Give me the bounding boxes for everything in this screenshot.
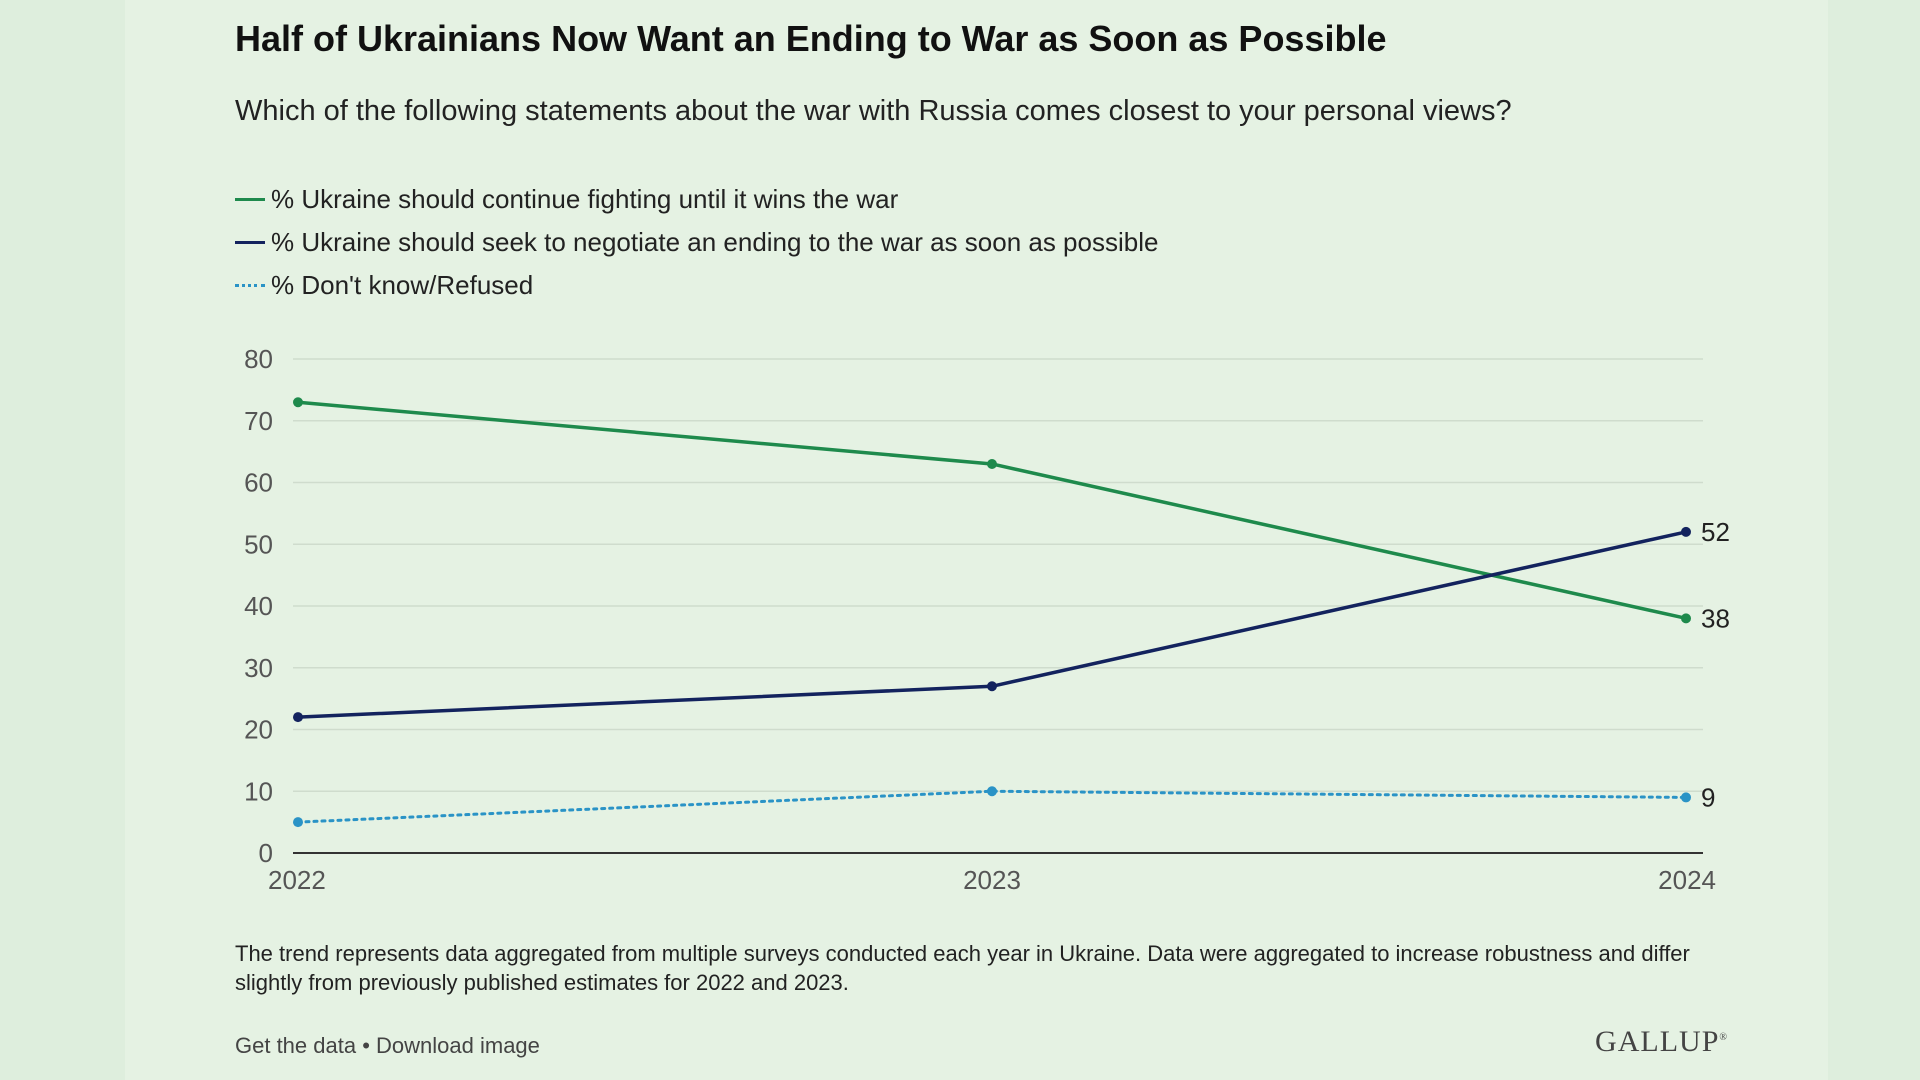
legend-label-negotiate: % Ukraine should seek to negotiate an en… [271,227,1159,257]
x-tick-label-2022: 2022 [268,865,326,895]
legend-swatch-fight [235,198,265,201]
data-point-negotiate-2023 [987,681,997,692]
line-chart: 0 10 20 30 40 50 60 70 80 2022 2023 2024 38 52 9 [244,344,1730,895]
data-point-negotiate-2024 [1681,526,1691,537]
data-point-dontknow-2022 [293,817,303,828]
y-tick-label-70: 70 [244,406,273,436]
get-data-link[interactable]: Get the data [235,1033,357,1058]
data-point-fight-2024 [1681,613,1691,624]
data-point-negotiate-2022 [293,712,303,723]
legend-label-dontknow: % Don't know/Refused [271,270,534,300]
end-label-fight: 38 [1701,603,1730,633]
chart-card: Half of Ukrainians Now Want an Ending to… [125,0,1828,1080]
y-tick-label-50: 50 [244,529,273,559]
chart-title: Half of Ukrainians Now Want an Ending to… [235,18,1387,59]
y-tick-label-20: 20 [244,715,273,745]
legend-label-fight: % Ukraine should continue fighting until… [271,184,899,214]
y-tick-label-80: 80 [244,344,273,374]
y-tick-label-40: 40 [244,591,273,621]
data-point-fight-2023 [987,458,997,469]
x-tick-label-2024: 2024 [1658,865,1716,895]
y-tick-label-10: 10 [244,776,273,806]
legend-item-fight: % Ukraine should continue fighting until… [235,178,1158,221]
legend: % Ukraine should continue fighting until… [235,178,1158,307]
footer-links: Get the data • Download image [235,1033,540,1059]
data-point-fight-2022 [293,397,303,408]
gallup-logo: GALLUP® [1595,1025,1728,1059]
download-image-link[interactable]: Download image [376,1033,540,1058]
end-label-negotiate: 52 [1701,517,1730,547]
chart-subtitle: Which of the following statements about … [235,95,1512,127]
y-tick-label-30: 30 [244,653,273,683]
gallup-logo-text: GALLUP [1595,1025,1720,1058]
footer-separator: • [356,1033,377,1058]
end-label-dontknow: 9 [1701,782,1715,812]
y-tick-label-0: 0 [259,838,273,868]
y-tick-label-60: 60 [244,468,273,498]
data-point-dontknow-2024 [1681,792,1691,803]
legend-item-dontknow: % Don't know/Refused [235,264,1158,307]
legend-swatch-negotiate [235,241,265,244]
legend-item-negotiate: % Ukraine should seek to negotiate an en… [235,221,1158,264]
legend-swatch-dontknow [235,284,265,287]
series-line-fight [297,400,1687,621]
chart-note: The trend represents data aggregated fro… [235,941,1690,995]
data-point-dontknow-2023 [987,786,997,797]
logo-mark: ® [1719,1032,1728,1043]
x-tick-label-2023: 2023 [963,865,1021,895]
